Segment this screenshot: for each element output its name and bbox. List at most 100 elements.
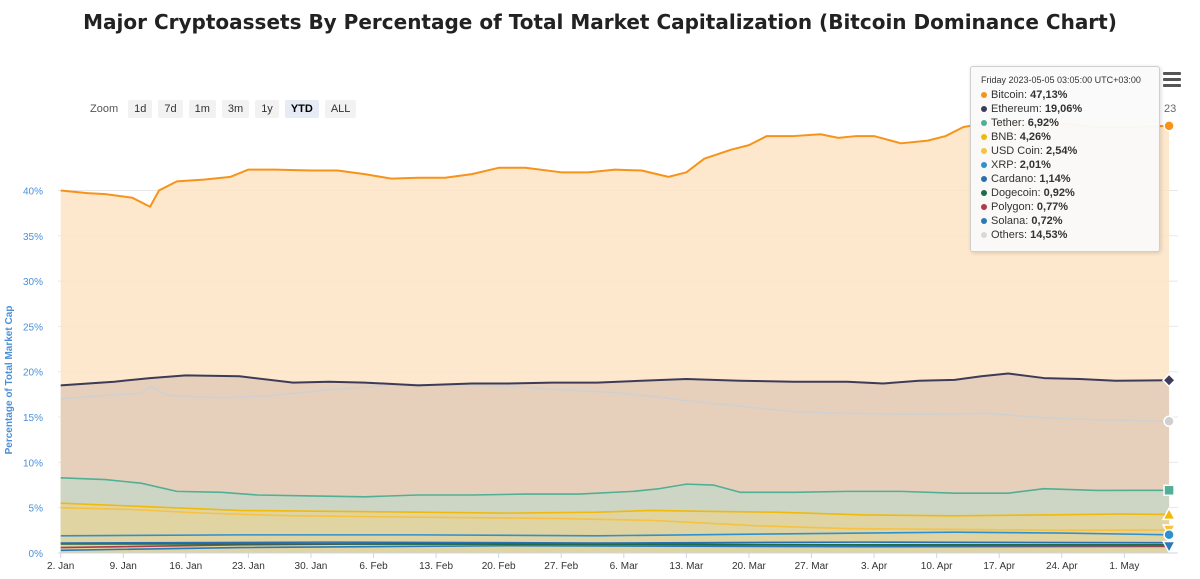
tooltip-row: Ethereum: 19,06%	[981, 102, 1159, 116]
legend-dot-icon	[981, 134, 987, 141]
y-axis-title: Percentage of Total Market Cap	[4, 306, 15, 455]
tooltip-series-value: 6,92%	[1027, 117, 1059, 129]
marker-others	[1163, 415, 1175, 428]
series-line-solana	[60, 544, 1170, 552]
series-line-tether	[60, 476, 1170, 498]
tooltip-series-name: Polygon	[991, 201, 1031, 213]
tooltip-series-name: USD Coin	[991, 145, 1040, 157]
y-tick-label: 20%	[23, 368, 43, 379]
tooltip-series-value: 4,26%	[1019, 131, 1051, 143]
legend-dot-icon	[981, 176, 987, 183]
x-tick-label: 6. Mar	[610, 561, 639, 572]
series-line-bitcoin	[60, 121, 1170, 208]
zoom-ytd-button[interactable]: YTD	[284, 100, 319, 118]
tooltip-series-name: Ethereum	[991, 103, 1039, 115]
tooltip-series-name: BNB	[991, 131, 1014, 143]
zoom-all-button[interactable]: ALL	[324, 100, 357, 118]
series-line-bnb	[60, 502, 1170, 517]
x-tick-label: 13. Feb	[419, 561, 453, 572]
marker-ethereum	[1161, 373, 1177, 388]
tooltip-series-value: 0,92%	[1043, 187, 1075, 199]
tooltip: Friday 2023-05-05 03:05:00 UTC+03:00 Bit…	[970, 66, 1160, 252]
x-tick-label: 30. Jan	[295, 561, 328, 572]
marker-tether	[1163, 484, 1175, 497]
x-tick-label: 20. Feb	[482, 561, 516, 572]
zoom-1m-button[interactable]: 1m	[188, 100, 216, 118]
tooltip-series-name: Tether	[991, 117, 1022, 129]
series-line-ethereum	[60, 372, 1170, 387]
zoom-1y-button[interactable]: 1y	[255, 100, 279, 118]
zoom-3m-button[interactable]: 3m	[221, 100, 250, 118]
tooltip-row: Polygon: 0,77%	[981, 200, 1159, 214]
y-tick-label: 15%	[23, 413, 43, 424]
series-line-dogecoin	[60, 543, 1170, 546]
x-tick-label: 9. Jan	[110, 561, 137, 572]
marker-xrp	[1163, 529, 1175, 541]
zoom-bar: Zoom 1d 7d 1m 3m 1y YTD ALL	[90, 100, 357, 118]
tooltip-row: Cardano: 1,14%	[981, 172, 1159, 186]
x-tick-label: 24. Apr	[1046, 561, 1078, 572]
tooltip-row: XRP: 2,01%	[981, 158, 1159, 172]
marker-solana	[1161, 540, 1177, 555]
y-tick-label: 0%	[29, 549, 44, 560]
zoom-label: Zoom	[90, 103, 119, 115]
series-line-cardano	[60, 541, 1170, 544]
tooltip-series-value: 2,54%	[1046, 145, 1078, 157]
tooltip-header: Friday 2023-05-05 03:05:00 UTC+03:00	[981, 75, 1141, 85]
zoom-1d-button[interactable]: 1d	[128, 100, 153, 118]
tooltip-series-name: Solana	[991, 215, 1026, 227]
tooltip-series-name: Cardano	[991, 173, 1034, 185]
tooltip-series-name: Others	[991, 229, 1025, 241]
legend-dot-icon	[981, 232, 987, 239]
tooltip-series-value: 0,72%	[1031, 215, 1063, 227]
tooltip-series-value: 19,06%	[1044, 103, 1083, 115]
legend-dot-icon	[981, 148, 987, 155]
x-tick-label: 3. Apr	[861, 561, 888, 572]
series-line-usd-coin	[60, 506, 1170, 532]
tooltip-series-value: 0,77%	[1036, 201, 1069, 213]
x-tick-label: 27. Mar	[795, 561, 830, 572]
x-tick-label: 13. Mar	[669, 561, 704, 572]
x-tick-label: 17. Apr	[983, 561, 1015, 572]
tooltip-row: USD Coin: 2,54%	[981, 144, 1159, 158]
series-line-others	[60, 383, 1170, 423]
x-tick-label: 27. Feb	[544, 561, 578, 572]
legend-dot-icon	[981, 204, 987, 211]
tooltip-row: BNB: 4,26%	[981, 130, 1159, 144]
tooltip-row: Tether: 6,92%	[981, 116, 1159, 130]
tooltip-row: Bitcoin: 47,13%	[981, 88, 1159, 102]
x-tick-label: 1. May	[1109, 561, 1139, 572]
tooltip-series-value: 14,53%	[1030, 229, 1068, 241]
legend-dot-icon	[981, 190, 987, 197]
x-tick-label: 16. Jan	[169, 561, 202, 572]
legend-dot-icon	[981, 92, 987, 99]
tooltip-series-value: 1,14%	[1039, 173, 1071, 185]
tooltip-series-name: Bitcoin	[991, 89, 1025, 101]
x-tick-label: 10. Apr	[921, 561, 953, 572]
y-tick-label: 30%	[23, 277, 43, 288]
x-tick-label: 23. Jan	[232, 561, 265, 572]
legend-dot-icon	[981, 162, 987, 169]
series-line-xrp	[60, 531, 1170, 537]
zoom-7d-button[interactable]: 7d	[158, 100, 183, 118]
y-tick-label: 35%	[23, 232, 43, 243]
tooltip-row: Others: 14,53%	[981, 228, 1159, 242]
legend-dot-icon	[981, 106, 987, 113]
tooltip-row: Solana: 0,72%	[981, 214, 1159, 228]
x-tick-label: 20. Mar	[732, 561, 767, 572]
marker-bitcoin	[1163, 120, 1175, 132]
marker-bnb	[1161, 506, 1177, 521]
tooltip-series-name: Dogecoin	[991, 187, 1038, 199]
y-tick-label: 40%	[23, 186, 43, 197]
tooltip-series-name: XRP	[991, 159, 1014, 171]
hamburger-menu-icon[interactable]	[1163, 72, 1181, 88]
tooltip-series-value: 2,01%	[1019, 159, 1051, 171]
tooltip-series-value: 47,13%	[1030, 89, 1068, 101]
legend-dot-icon	[981, 120, 987, 127]
tooltip-row: Dogecoin: 0,92%	[981, 186, 1159, 200]
x-tick-label: 6. Feb	[359, 561, 388, 572]
x-tick-label: 2. Jan	[47, 561, 74, 572]
chart-title: Major Cryptoassets By Percentage of Tota…	[83, 10, 1117, 34]
y-tick-label: 10%	[23, 458, 43, 469]
